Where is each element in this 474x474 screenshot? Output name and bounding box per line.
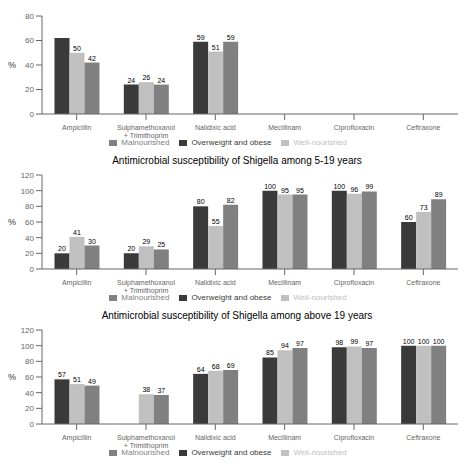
svg-text:38: 38 [142,386,150,393]
svg-text:68: 68 [212,363,220,370]
svg-text:59: 59 [197,34,205,41]
svg-text:95: 95 [281,187,289,194]
svg-text:30: 30 [88,238,96,245]
svg-text:Ampicillin: Ampicillin [62,279,92,287]
svg-text:64: 64 [197,366,205,373]
svg-text:40: 40 [25,61,34,70]
svg-text:Ceftraxone: Ceftraxone [406,434,440,441]
svg-text:80: 80 [25,12,34,21]
html-text:Malnourished: Malnourished [121,293,170,302]
svg-text:100: 100 [333,183,345,190]
svg-text:29: 29 [142,238,150,245]
svg-text:100: 100 [21,342,35,351]
svg-text:100: 100 [264,183,276,190]
svg-text:0: 0 [30,110,35,119]
svg-text:51: 51 [212,44,220,51]
svg-text:100: 100 [418,338,430,345]
html-text:Well-nourished: Well-nourished [293,138,347,147]
svg-text:80: 80 [25,202,34,211]
html-text:Malnourished: Malnourished [121,448,170,457]
svg-text:59: 59 [227,34,235,41]
svg-text:Ciprofloxacin: Ciprofloxacin [334,124,375,132]
svg-text:96: 96 [350,186,358,193]
svg-text:Nalidixic acid: Nalidixic acid [195,434,236,441]
svg-text:98: 98 [335,339,343,346]
svg-text:Ciprofloxacin: Ciprofloxacin [334,279,375,287]
svg-text:60: 60 [405,214,413,221]
svg-text:Ceftraxone: Ceftraxone [406,124,440,131]
svg-text:51: 51 [73,376,81,383]
svg-text:99: 99 [365,183,373,190]
svg-text:97: 97 [296,340,304,347]
svg-text:24: 24 [157,77,165,84]
svg-text:Mecillinam: Mecillinam [268,434,301,441]
svg-text:%: % [8,217,16,227]
svg-text:60: 60 [25,218,34,227]
svg-text:20: 20 [25,404,34,413]
svg-text:Mecillinam: Mecillinam [268,279,301,286]
svg-text:Sulphamethoxanol+ Trimithoprim: Sulphamethoxanol+ Trimithoprim [117,279,175,295]
svg-text:89: 89 [435,191,443,198]
svg-text:94: 94 [281,342,289,349]
svg-text:100: 100 [403,338,415,345]
html-text:Overweight and obese: Overweight and obese [191,138,272,147]
svg-text:25: 25 [157,241,165,248]
html-text:Well-nourished: Well-nourished [293,448,347,457]
svg-text:120: 120 [21,326,35,335]
svg-text:Ceftraxone: Ceftraxone [406,279,440,286]
svg-text:85: 85 [266,349,274,356]
svg-text:40: 40 [25,234,34,243]
svg-text:Ampicillin: Ampicillin [62,434,92,442]
svg-text:42: 42 [88,55,96,62]
svg-text:41: 41 [73,229,81,236]
html-text:Antimicrobial susceptibility o: Antimicrobial susceptibility of Shigella… [101,310,373,321]
html-text:Antimicrobial susceptibility o: Antimicrobial susceptibility of Shigella… [112,155,362,166]
svg-text:Nalidixic acid: Nalidixic acid [195,124,236,131]
svg-text:55: 55 [212,218,220,225]
svg-text:82: 82 [227,197,235,204]
svg-text:37: 37 [157,387,165,394]
svg-text:Nalidixic acid: Nalidixic acid [195,279,236,286]
svg-text:50: 50 [73,45,81,52]
svg-text:95: 95 [296,187,304,194]
svg-text:20: 20 [25,249,34,258]
svg-text:%: % [8,60,16,70]
html-text:Overweight and obese: Overweight and obese [191,293,272,302]
svg-text:24: 24 [127,77,135,84]
svg-text:97: 97 [365,340,373,347]
html-text:Overweight and obese: Overweight and obese [191,448,272,457]
svg-text:80: 80 [25,357,34,366]
svg-text:0: 0 [30,265,35,274]
svg-text:Ampicillin: Ampicillin [62,124,92,132]
svg-text:26: 26 [142,74,150,81]
svg-text:73: 73 [420,204,428,211]
svg-text:20: 20 [58,245,66,252]
svg-text:%: % [8,372,16,382]
svg-text:80: 80 [197,198,205,205]
svg-text:100: 100 [21,187,35,196]
svg-text:40: 40 [25,389,34,398]
html-text:Malnourished: Malnourished [121,138,170,147]
svg-text:120: 120 [21,171,35,180]
html-text:Well-nourished: Well-nourished [293,293,347,302]
svg-text:20: 20 [127,245,135,252]
svg-text:Mecillinam: Mecillinam [268,124,301,131]
svg-text:49: 49 [88,378,96,385]
svg-text:69: 69 [227,362,235,369]
svg-text:Ciprofloxacin: Ciprofloxacin [334,434,375,442]
svg-text:60: 60 [25,373,34,382]
svg-text:57: 57 [58,371,66,378]
svg-text:99: 99 [350,338,358,345]
svg-text:20: 20 [25,85,34,94]
svg-text:100: 100 [433,338,445,345]
svg-text:Sulphamethoxanol+ Trimithoprim: Sulphamethoxanol+ Trimithoprim [117,434,175,450]
svg-text:60: 60 [25,36,34,45]
svg-text:0: 0 [30,420,35,429]
svg-text:Sulphamethoxanol+ Trimithoprim: Sulphamethoxanol+ Trimithoprim [117,124,175,140]
